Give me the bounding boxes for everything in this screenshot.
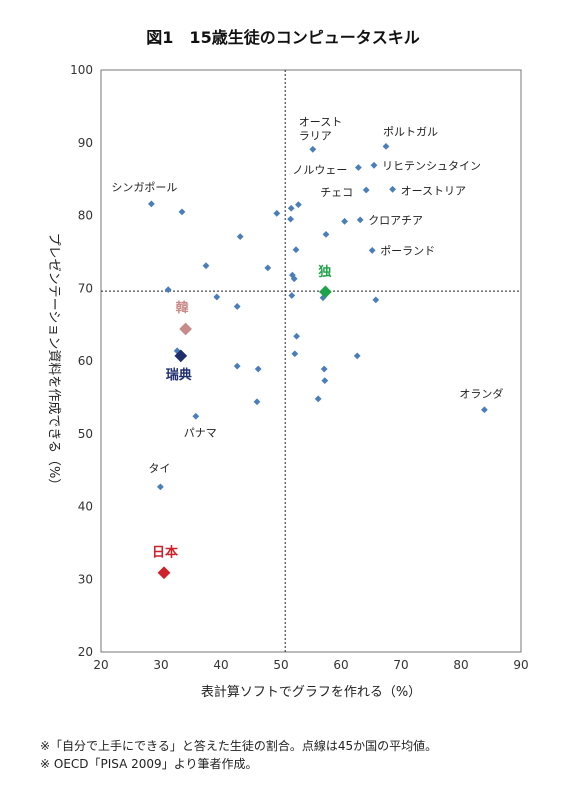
reference-lines xyxy=(101,70,521,652)
data-point xyxy=(356,216,364,224)
point-label: リヒテンシュタイン xyxy=(382,159,481,172)
x-axis-label: 表計算ソフトでグラフを作れる（%） xyxy=(201,684,421,700)
data-point xyxy=(292,246,300,254)
y-tick-label: 30 xyxy=(78,572,93,586)
x-tick-label: 30 xyxy=(153,658,168,672)
highlight-label: 独 xyxy=(318,264,331,280)
data-point xyxy=(481,406,488,414)
data-point xyxy=(290,275,298,283)
data-point xyxy=(321,377,329,385)
data-point xyxy=(233,303,241,310)
data-point xyxy=(253,398,261,406)
y-axis-label: プレゼンテーション資料を作成できる（%） xyxy=(46,233,61,492)
data-point xyxy=(254,365,262,373)
x-tick-label: 40 xyxy=(213,658,228,672)
x-tick-label: 60 xyxy=(333,658,348,672)
data-point xyxy=(233,362,241,370)
point-label: パナマ xyxy=(184,426,217,439)
data-point xyxy=(291,350,299,358)
chart-title: 図1 15歳生徒のコンピュータスキル xyxy=(146,28,419,47)
point-label: オランダ xyxy=(459,387,503,401)
y-tick-label: 40 xyxy=(78,500,93,514)
data-point xyxy=(372,296,380,304)
data-point xyxy=(322,231,330,238)
highlight-label: 韓 xyxy=(176,300,189,316)
highlight-point xyxy=(179,322,192,336)
highlight-point xyxy=(319,285,332,299)
point-label: ノルウェー xyxy=(292,163,347,176)
footnote-2: ※ OECD「PISA 2009」より筆者作成。 xyxy=(40,757,258,771)
highlight-point xyxy=(174,349,188,363)
data-point xyxy=(178,208,186,216)
data-point xyxy=(164,286,172,294)
point-label: タイ xyxy=(148,462,170,475)
x-tick-label: 20 xyxy=(93,658,108,672)
data-point xyxy=(355,164,362,171)
data-point xyxy=(370,161,378,169)
data-point xyxy=(287,204,295,212)
x-tick-label: 90 xyxy=(513,658,528,672)
point-label: ラリア xyxy=(299,129,332,142)
point-label: クロアチア xyxy=(368,214,423,227)
highlight-label: 日本 xyxy=(152,545,178,561)
data-point xyxy=(157,483,164,491)
point-label: オーストリア xyxy=(401,184,466,197)
data-point xyxy=(213,293,221,301)
x-tick-label: 70 xyxy=(393,658,408,672)
x-tick-label: 80 xyxy=(453,658,468,672)
data-point xyxy=(236,233,244,240)
y-tick-label: 20 xyxy=(78,645,93,659)
data-point xyxy=(320,365,328,373)
data-point xyxy=(389,185,396,193)
highlight-point xyxy=(157,566,171,580)
footnote-1: ※「自分で上手にできる」と答えた生徒の割合。点線は45か国の平均値。 xyxy=(40,739,438,753)
data-point xyxy=(287,215,294,223)
y-tick-label: 90 xyxy=(78,136,93,150)
data-point xyxy=(314,395,322,403)
data-point xyxy=(382,142,390,150)
plot-frame xyxy=(100,69,522,653)
data-points xyxy=(148,142,488,580)
data-point xyxy=(341,217,348,225)
data-point xyxy=(295,201,302,208)
data-point xyxy=(192,412,200,420)
data-point xyxy=(288,292,296,299)
data-point xyxy=(293,332,300,340)
y-tick-label: 60 xyxy=(78,354,93,368)
x-tick-label: 50 xyxy=(273,658,288,672)
data-point xyxy=(202,262,210,270)
point-label: オースト xyxy=(299,115,342,128)
data-point xyxy=(309,145,317,153)
data-point xyxy=(148,200,155,208)
point-label: チェコ xyxy=(320,186,353,199)
x-axis: 20 30 40 50 60 70 80 90 xyxy=(93,658,528,672)
y-tick-label: 50 xyxy=(78,427,93,441)
data-point xyxy=(368,247,376,254)
data-point xyxy=(362,186,370,194)
data-point xyxy=(264,264,272,272)
point-label: ポルトガル xyxy=(383,125,438,138)
data-point xyxy=(273,209,281,217)
highlight-label: 瑞典 xyxy=(166,367,192,383)
point-label: シンガポール xyxy=(111,181,177,194)
point-label: ポーランド xyxy=(380,244,435,257)
data-point xyxy=(353,352,361,360)
y-tick-label: 80 xyxy=(78,209,93,223)
y-axis: 20 30 40 50 60 70 80 90 100 xyxy=(70,63,93,659)
y-tick-label: 100 xyxy=(70,63,93,77)
y-tick-label: 70 xyxy=(78,281,93,295)
